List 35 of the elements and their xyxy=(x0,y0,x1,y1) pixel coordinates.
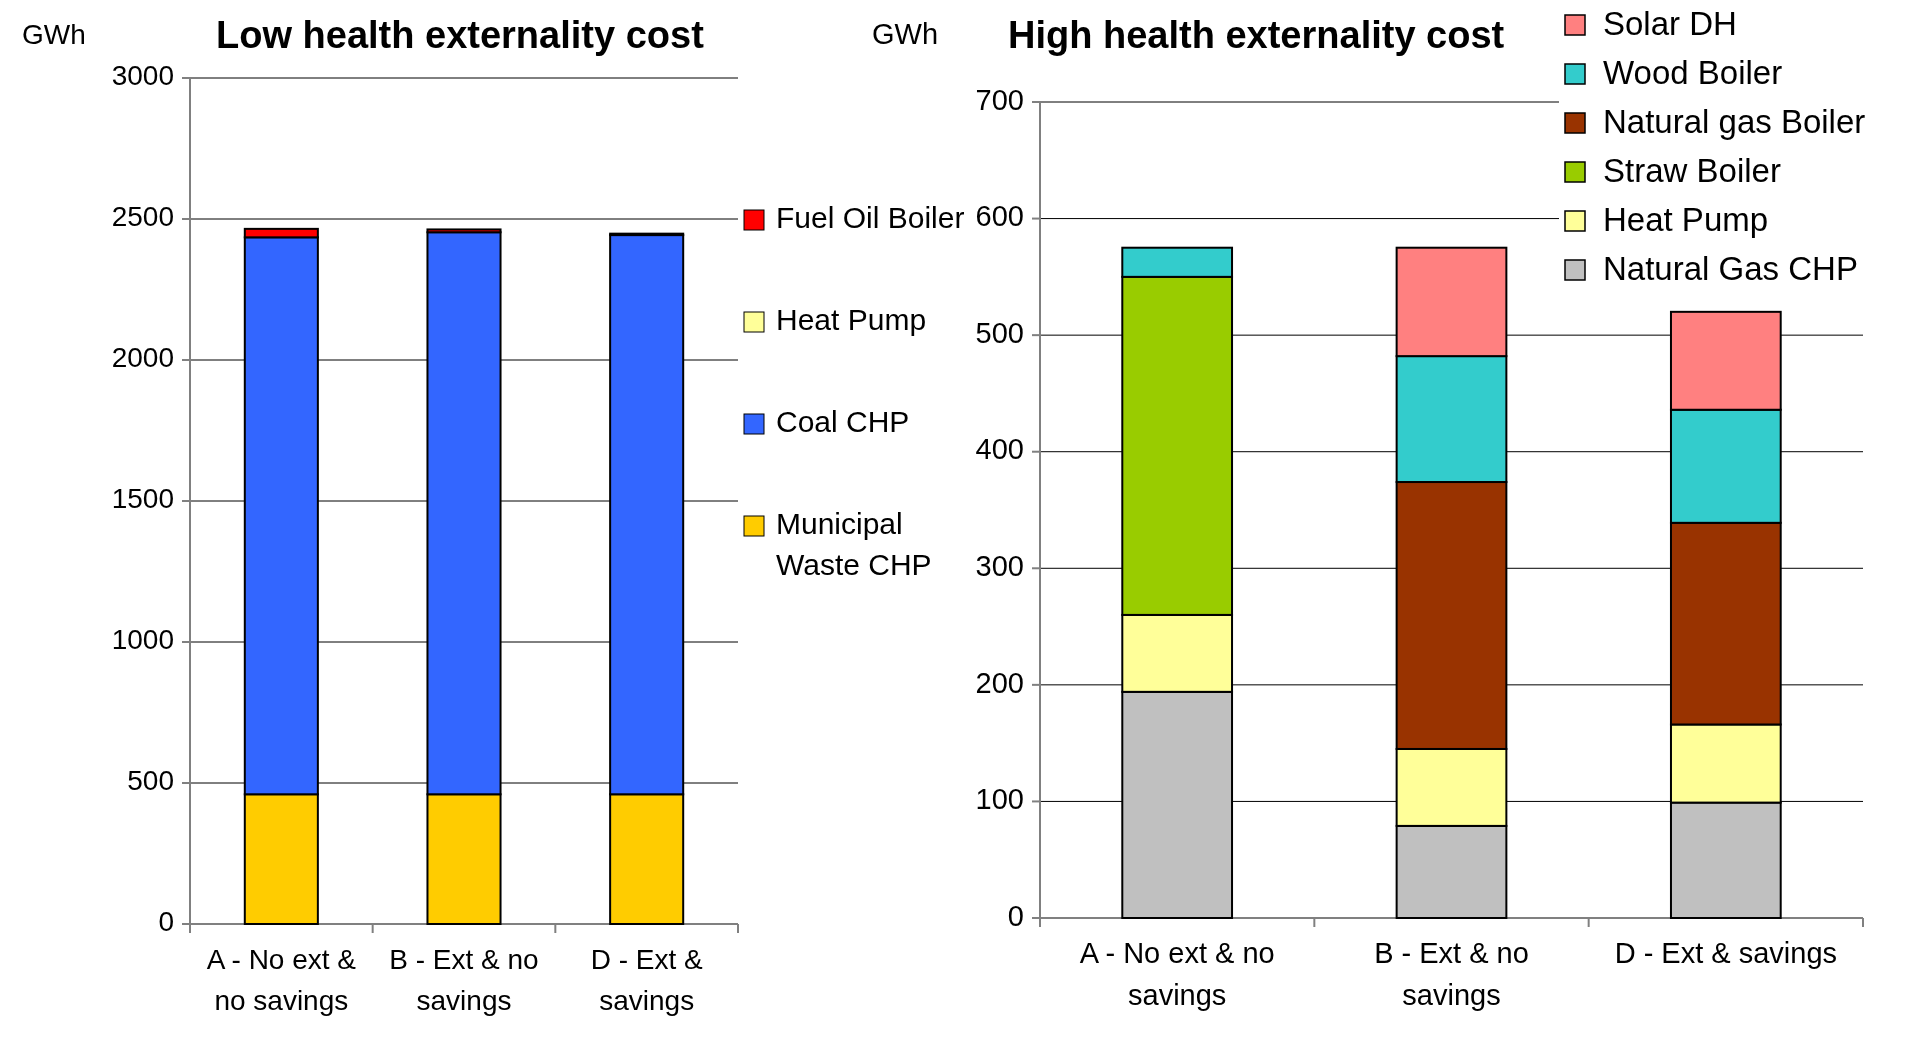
y-tick-label: 700 xyxy=(975,83,1024,116)
legend-label: Straw Boiler xyxy=(1603,151,1781,189)
legend-label: Natural gas Boiler xyxy=(1603,102,1866,140)
legend-label: Coal CHP xyxy=(776,404,910,438)
y-axis-title: GWh xyxy=(872,18,939,50)
legend-label: Heat Pump xyxy=(1603,200,1769,238)
x-tick-label: D - Ext & savings xyxy=(590,944,703,1016)
y-axis-title: GWh xyxy=(22,19,86,50)
legend-label: Fuel Oil Boiler xyxy=(776,200,965,234)
y-tick-label: 200 xyxy=(975,666,1024,699)
x-tick-label: B - Ext & no savings xyxy=(389,944,539,1016)
y-tick-label: 600 xyxy=(975,200,1024,233)
y-tick-label: 400 xyxy=(975,433,1024,466)
chart-title: High health externality cost xyxy=(1008,14,1505,56)
y-tick-label: 3000 xyxy=(111,60,174,92)
chart-title: Low health externality cost xyxy=(216,14,705,56)
x-tick-label: B - Ext & no savings xyxy=(1374,937,1529,1012)
legend-label: Solar DH xyxy=(1603,4,1737,42)
y-tick-label: 1000 xyxy=(111,624,174,656)
y-tick-label: 2500 xyxy=(111,201,174,233)
y-tick-label: 1500 xyxy=(111,483,174,515)
x-tick-label: A - No ext & no savings xyxy=(1079,937,1275,1012)
x-tick-label: D - Ext & savings xyxy=(1614,937,1838,969)
y-tick-label: 500 xyxy=(975,316,1024,349)
y-tick-label: 300 xyxy=(975,549,1024,582)
y-tick-label: 500 xyxy=(127,765,174,797)
y-tick-label: 0 xyxy=(1007,899,1024,932)
y-tick-label: 0 xyxy=(158,906,174,938)
legend-label: Heat Pump xyxy=(776,302,927,336)
legend-label: Natural Gas CHP xyxy=(1603,249,1858,287)
legend-label: Municipal Waste CHP xyxy=(776,506,932,582)
x-tick-label: A - No ext & no savings xyxy=(206,944,357,1016)
legend-label: Wood Boiler xyxy=(1603,53,1783,91)
y-tick-label: 2000 xyxy=(111,342,174,374)
y-tick-label: 100 xyxy=(975,783,1024,816)
